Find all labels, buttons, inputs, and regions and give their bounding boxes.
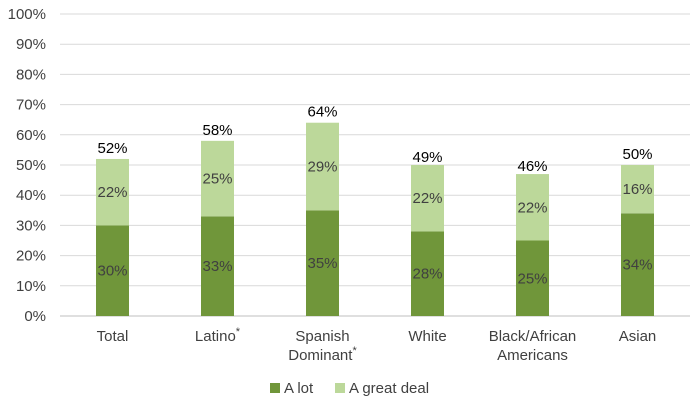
total-label: 52% — [97, 140, 127, 157]
data-label: 22% — [412, 190, 442, 207]
data-label: 29% — [307, 159, 337, 176]
gridlines — [60, 13, 690, 317]
data-label: 34% — [622, 257, 652, 274]
bar-segment-a-lot — [621, 213, 654, 316]
y-axis-ticks: 0% 10% 20% 30% 40% 50% 60% 70% 80% 90% 100% — [8, 6, 46, 325]
data-label: 25% — [517, 270, 547, 287]
category-label: Americans — [497, 347, 568, 364]
bar-segment-a-lot — [411, 231, 444, 316]
category-label: Spanish — [295, 328, 349, 345]
total-label: 58% — [202, 122, 232, 139]
bar-segment-a-lot — [306, 210, 339, 316]
bar-segment-a-great-deal — [516, 174, 549, 241]
data-label: 25% — [202, 171, 232, 188]
total-label: 50% — [622, 146, 652, 163]
category-label: Total — [97, 328, 129, 345]
legend: A lot A great deal — [270, 380, 429, 397]
y-tick-label: 40% — [16, 187, 46, 204]
legend-swatch — [270, 383, 280, 393]
footnote-marker: * — [352, 345, 357, 357]
category-label: White — [408, 328, 446, 345]
bar-segment-a-lot — [201, 216, 234, 316]
y-tick-label: 0% — [24, 308, 46, 325]
y-tick-label: 70% — [16, 97, 46, 114]
category-label: Asian — [619, 328, 657, 345]
legend-swatch — [335, 383, 345, 393]
bar-segment-a-great-deal — [96, 158, 129, 226]
legend-label: A lot — [284, 380, 314, 397]
data-label: 33% — [202, 258, 232, 275]
y-tick-label: 100% — [8, 6, 46, 23]
bars: 30% 22% 52% 33% 25% 58% 35% 29% 64% 28% 22% 49% 25% 2… — [96, 104, 654, 316]
legend-label: A great deal — [349, 380, 429, 397]
y-tick-label: 50% — [16, 157, 46, 174]
bar-segment-a-great-deal — [621, 165, 654, 214]
total-label: 64% — [307, 104, 337, 121]
total-label: 49% — [412, 149, 442, 166]
bar-segment-a-lot — [516, 240, 549, 316]
category-label: Black/African — [489, 328, 577, 345]
bar-segment-a-great-deal — [411, 165, 444, 232]
bar-segment-a-great-deal — [306, 122, 339, 211]
y-tick-label: 20% — [16, 248, 46, 265]
y-tick-label: 80% — [16, 66, 46, 83]
total-label: 46% — [517, 158, 547, 175]
bar-segment-a-lot — [96, 225, 129, 316]
data-label: 16% — [622, 181, 652, 198]
footnote-marker: * — [236, 326, 241, 338]
y-tick-label: 60% — [16, 127, 46, 144]
category-label: Latino* — [195, 326, 241, 345]
bar-segment-a-great-deal — [201, 140, 234, 217]
data-label: 22% — [517, 199, 547, 216]
data-label: 35% — [307, 255, 337, 272]
category-label: Dominant* — [288, 345, 357, 364]
data-label: 30% — [97, 263, 127, 280]
data-label: 22% — [97, 184, 127, 201]
y-tick-label: 10% — [16, 278, 46, 295]
y-tick-label: 30% — [16, 217, 46, 234]
data-label: 28% — [412, 266, 442, 283]
y-tick-label: 90% — [16, 36, 46, 53]
